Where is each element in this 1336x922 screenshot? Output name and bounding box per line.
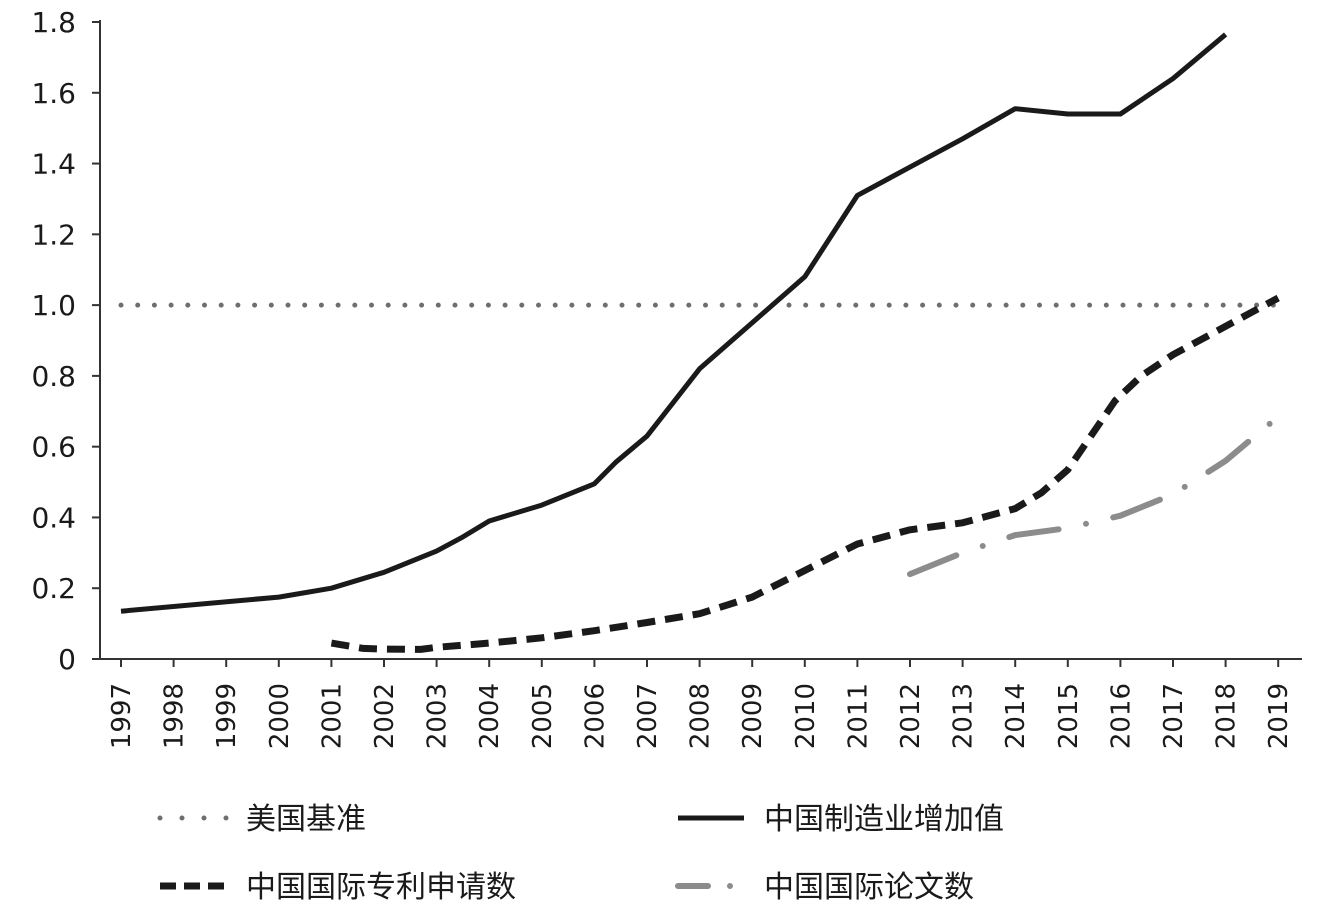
- x-tick-label: 1999: [212, 683, 242, 749]
- axes: 0 0.2 0.4 0.6 0.8 1.0 1.2 1.4 1.6 1.8 1997 1998 1999…: [31, 6, 1302, 749]
- x-tick-label: 2007: [633, 683, 663, 749]
- series-line-2: [120, 32, 1228, 614]
- series-line-4: [907, 413, 1282, 578]
- x-tick-label: 2019: [1264, 683, 1294, 749]
- y-tick-label: 1.0: [31, 289, 76, 322]
- y-tick-label: 0: [58, 643, 76, 676]
- x-tick-label: 2015: [1054, 683, 1084, 749]
- legend-item-4: 中国国际论文数: [675, 870, 974, 905]
- y-tick-label: 1.6: [31, 77, 76, 110]
- x-tick-label: 2014: [1001, 683, 1031, 749]
- legend-label: 中国制造业增加值: [764, 802, 1004, 837]
- x-tick-label: 2004: [475, 683, 505, 749]
- y-tick-label: 1.2: [31, 218, 76, 251]
- y-tick-label: 0.8: [31, 360, 76, 393]
- x-tick-label: 2016: [1106, 683, 1136, 749]
- x-tick-label: 2006: [580, 683, 610, 749]
- x-tick-label: 2017: [1159, 683, 1189, 749]
- x-tick-label: 2013: [949, 683, 979, 749]
- legend-label: 中国国际论文数: [764, 870, 974, 905]
- x-tick-label: 2008: [686, 683, 716, 749]
- x-tick-label: 2002: [370, 683, 400, 749]
- x-tick-label: 1998: [160, 683, 190, 749]
- y-tick-label: 1.4: [31, 148, 76, 181]
- x-tick-label: 2005: [528, 683, 558, 749]
- y-tick-label: 0.4: [31, 501, 76, 534]
- x-tick-label: 2018: [1212, 683, 1242, 749]
- x-tick-label: 2003: [423, 683, 453, 749]
- x-tick-label: 1997: [107, 683, 137, 749]
- legend-label: 美国基准: [246, 802, 366, 837]
- x-tick-label: 2000: [265, 683, 295, 749]
- x-tick-label: 2011: [843, 683, 873, 749]
- legend-item-2: 中国制造业增加值: [678, 802, 1004, 837]
- x-tick-label: 2001: [317, 683, 347, 749]
- x-tick-label: 2010: [791, 683, 821, 749]
- legend-label: 中国国际专利申请数: [246, 870, 516, 905]
- legend-item-1: 美国基准: [157, 802, 366, 837]
- y-tick-label: 0.6: [31, 431, 76, 464]
- y-tick-label: 1.8: [31, 6, 76, 39]
- plot-area: [118, 32, 1282, 653]
- x-tick-label: 2012: [896, 683, 926, 749]
- y-tick-label: 0.2: [31, 572, 76, 605]
- series-line-3: [330, 294, 1280, 653]
- legend-item-3: 中国国际专利申请数: [160, 870, 516, 905]
- x-tick-label: 2009: [738, 683, 768, 749]
